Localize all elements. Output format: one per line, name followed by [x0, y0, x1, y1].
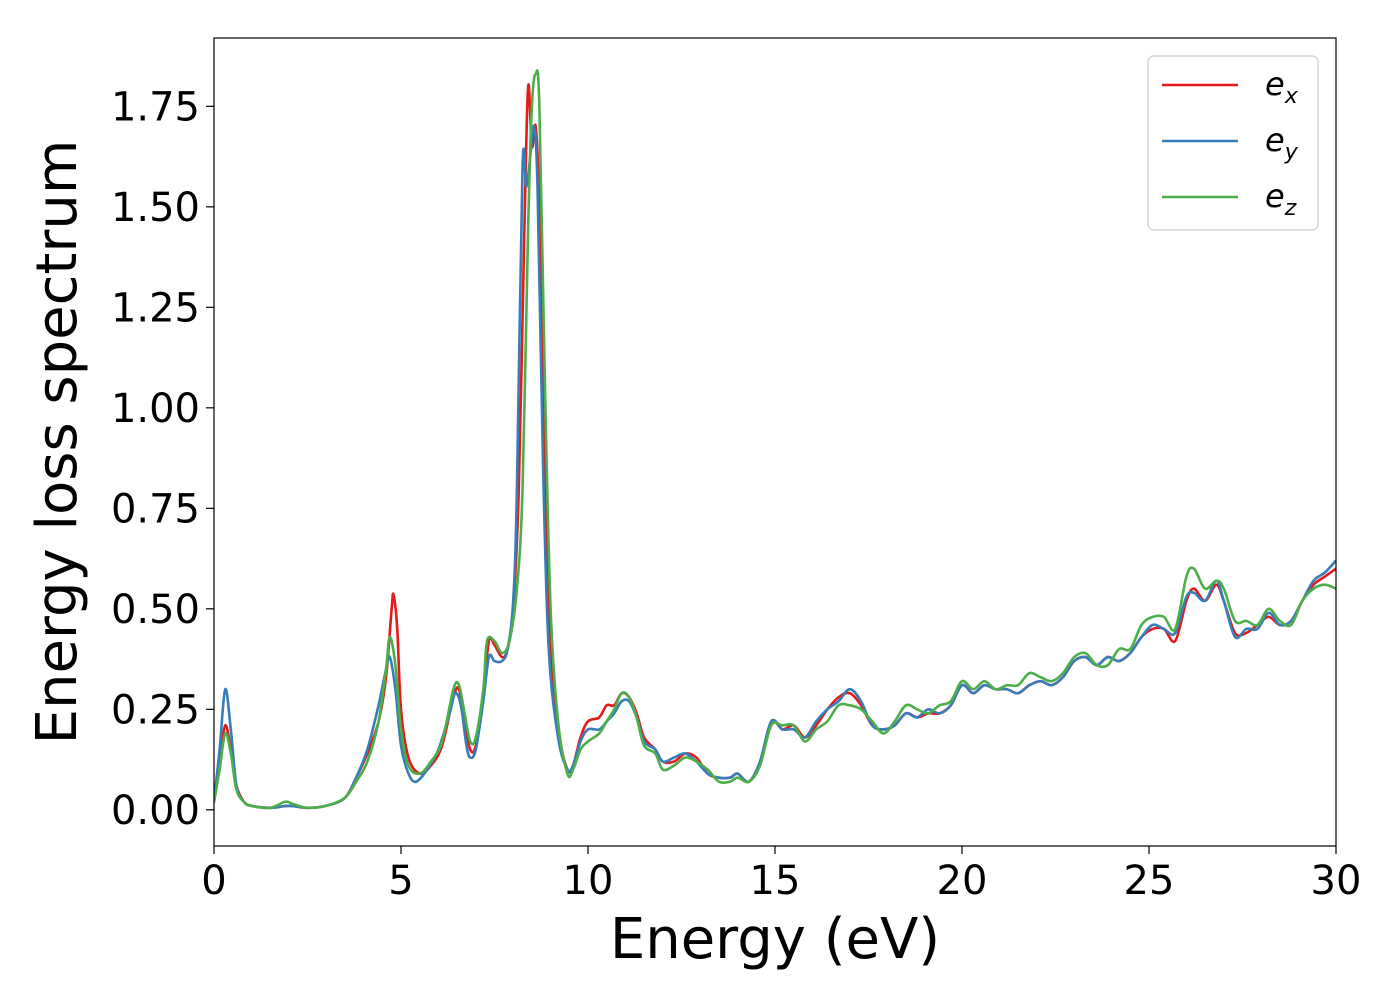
y-tick-label: 0.00 — [111, 788, 200, 834]
x-tick-label: 15 — [750, 858, 801, 904]
y-tick-label: 0.50 — [111, 587, 200, 633]
x-tick-label: 20 — [937, 858, 988, 904]
x-axis: 0 5 10 15 20 25 30 — [201, 846, 1361, 904]
y-tick-label: 1.50 — [111, 185, 200, 231]
y-tick-label: 1.75 — [111, 84, 200, 130]
x-tick-label: 10 — [563, 858, 614, 904]
x-tick-label: 30 — [1311, 858, 1362, 904]
y-tick-label: 1.00 — [111, 386, 200, 432]
y-tick-label: 1.25 — [111, 285, 200, 331]
series-line-ey — [214, 124, 1336, 810]
x-axis-title: Energy (eV) — [610, 907, 940, 972]
series-line-ez — [214, 69, 1336, 810]
y-axis-title: Energy loss spectrum — [25, 140, 90, 745]
y-tick-label: 0.25 — [111, 687, 200, 733]
legend-box — [1147, 55, 1319, 231]
x-tick-label: 25 — [1124, 858, 1175, 904]
y-tick-label: 0.75 — [111, 486, 200, 532]
x-tick-label: 5 — [388, 858, 413, 904]
x-tick-label: 0 — [201, 858, 226, 904]
y-axis: 0.00 0.25 0.50 0.75 1.00 1.25 1.50 1.75 — [111, 84, 214, 834]
series-layer — [214, 69, 1336, 810]
